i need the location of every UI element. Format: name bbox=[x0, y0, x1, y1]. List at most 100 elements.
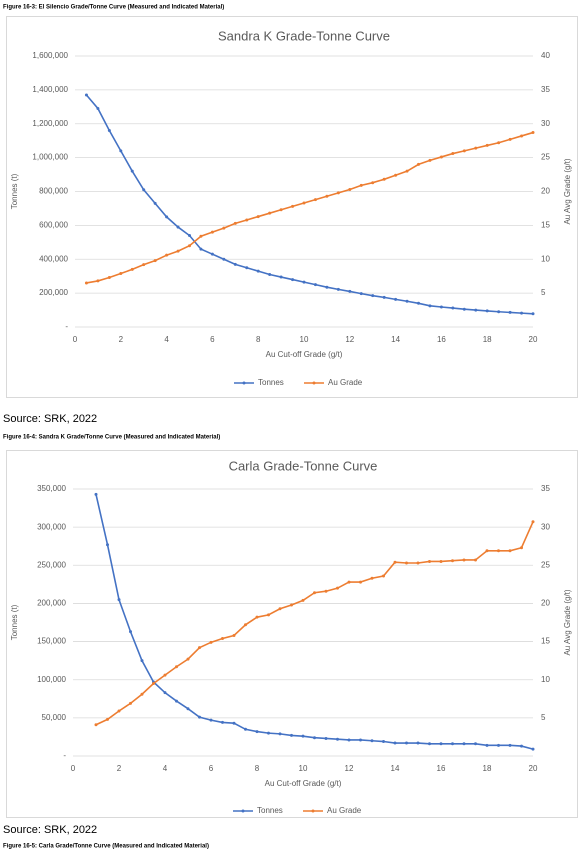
data-point bbox=[232, 633, 236, 637]
data-point bbox=[451, 742, 454, 746]
legend-label: Au Grade bbox=[327, 806, 362, 815]
data-point bbox=[232, 721, 236, 725]
data-point bbox=[96, 279, 100, 283]
data-point bbox=[348, 289, 352, 293]
data-point bbox=[267, 731, 270, 735]
figure-caption: Figure 16-4: Sandra K Grade/Tonne Curve … bbox=[3, 435, 220, 441]
figure-caption: Figure 16-3: El Silencio Grade/Tonne Cur… bbox=[3, 5, 224, 11]
y2-tick-label: 35 bbox=[541, 484, 550, 493]
data-point bbox=[279, 208, 283, 212]
data-point bbox=[371, 294, 375, 298]
y-tick-label: - bbox=[63, 751, 66, 760]
data-point bbox=[382, 740, 385, 744]
data-point bbox=[497, 310, 501, 314]
data-point bbox=[417, 301, 420, 305]
data-point bbox=[291, 278, 295, 282]
y2-tick-label: 15 bbox=[541, 220, 550, 229]
data-point bbox=[324, 736, 328, 740]
x-tick-label: 6 bbox=[210, 335, 215, 344]
x-axis-label: Au Cut-off Grade (g/t) bbox=[265, 779, 342, 788]
figure-caption: Figure 16-5: Carla Grade/Tonne Curve (Me… bbox=[3, 844, 209, 850]
data-point bbox=[348, 187, 352, 191]
y-tick-label: 200,000 bbox=[37, 599, 66, 608]
y-tick-label: 1,400,000 bbox=[32, 85, 68, 94]
y2-tick-label: 15 bbox=[541, 637, 550, 646]
data-point bbox=[347, 580, 351, 584]
y2-tick-label: 20 bbox=[541, 187, 550, 196]
data-point bbox=[359, 292, 363, 296]
chart-title: Carla Grade-Tonne Curve bbox=[229, 458, 378, 473]
data-point bbox=[186, 657, 190, 661]
x-tick-label: 8 bbox=[256, 335, 261, 344]
legend-marker bbox=[312, 381, 316, 385]
data-point bbox=[290, 733, 293, 737]
data-point bbox=[313, 198, 317, 202]
data-point bbox=[107, 276, 111, 280]
data-point bbox=[256, 215, 260, 219]
data-point bbox=[336, 737, 339, 741]
data-point bbox=[96, 107, 100, 111]
data-point bbox=[439, 305, 443, 309]
series-line bbox=[85, 94, 534, 315]
y-tick-label: 250,000 bbox=[37, 560, 66, 569]
data-point bbox=[117, 598, 121, 602]
data-point bbox=[278, 732, 282, 736]
data-point bbox=[370, 576, 374, 580]
data-point bbox=[119, 149, 123, 153]
data-point bbox=[175, 699, 178, 703]
y-tick-label: 300,000 bbox=[37, 522, 66, 531]
data-point bbox=[142, 188, 146, 192]
data-point bbox=[394, 297, 398, 301]
data-point bbox=[393, 741, 397, 745]
y2-tick-label: 5 bbox=[541, 288, 546, 297]
y-tick-label: 800,000 bbox=[39, 187, 68, 196]
x-tick-label: 12 bbox=[345, 335, 354, 344]
data-point bbox=[313, 591, 316, 595]
series-line bbox=[86, 131, 534, 284]
y-tick-label: 100,000 bbox=[37, 675, 66, 684]
data-point bbox=[209, 640, 213, 644]
data-point bbox=[255, 615, 259, 619]
data-point bbox=[508, 743, 512, 747]
data-point bbox=[302, 201, 306, 205]
data-point bbox=[347, 738, 351, 742]
y-tick-label: 1,200,000 bbox=[32, 119, 68, 128]
data-point bbox=[336, 586, 339, 590]
data-point bbox=[416, 741, 420, 745]
y2-tick-label: 5 bbox=[541, 713, 546, 722]
x-tick-label: 16 bbox=[437, 764, 446, 773]
data-point bbox=[267, 613, 270, 617]
data-point bbox=[474, 742, 477, 746]
data-point bbox=[325, 285, 329, 289]
source-note: Source: SRK, 2022 bbox=[3, 824, 97, 836]
x-tick-label: 8 bbox=[255, 764, 260, 773]
data-point bbox=[278, 607, 282, 611]
y-tick-label: 1,000,000 bbox=[32, 153, 68, 162]
data-point bbox=[382, 295, 386, 299]
legend-marker bbox=[241, 809, 245, 813]
data-point bbox=[405, 169, 409, 173]
y-tick-label: 50,000 bbox=[42, 713, 67, 722]
y-tick-label: 200,000 bbox=[39, 288, 68, 297]
legend-marker bbox=[311, 809, 315, 813]
data-point bbox=[520, 546, 523, 550]
data-point bbox=[336, 191, 340, 195]
data-point bbox=[301, 734, 305, 738]
x-tick-label: 6 bbox=[209, 764, 214, 773]
data-point bbox=[94, 723, 98, 727]
data-point bbox=[371, 181, 375, 185]
y2-axis-label: Au Avg Grade (g/t) bbox=[563, 589, 572, 655]
x-axis-label: Au Cut-off Grade (g/t) bbox=[266, 350, 343, 359]
data-point bbox=[531, 520, 535, 524]
data-point bbox=[142, 263, 146, 267]
legend-label: Tonnes bbox=[258, 378, 284, 387]
data-point bbox=[290, 603, 293, 607]
data-point bbox=[439, 742, 443, 746]
data-point bbox=[313, 736, 316, 740]
y2-tick-label: 10 bbox=[541, 675, 550, 684]
y2-tick-label: 25 bbox=[541, 560, 550, 569]
data-point bbox=[474, 308, 478, 312]
y-tick-label: 350,000 bbox=[37, 484, 66, 493]
data-point bbox=[129, 630, 132, 634]
data-point bbox=[129, 701, 132, 705]
